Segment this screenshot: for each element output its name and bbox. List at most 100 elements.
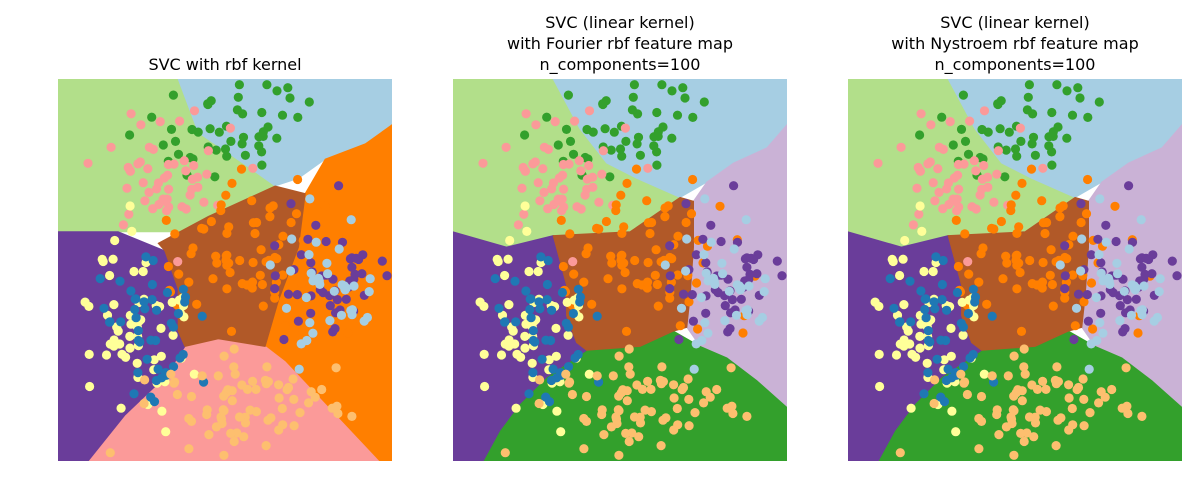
data-point-bottom [219, 351, 229, 361]
data-point-center [1027, 279, 1037, 289]
data-point-bottom [726, 363, 736, 373]
data-point-top [205, 124, 215, 134]
data-point-bottom [625, 369, 635, 379]
data-point-top [258, 127, 268, 137]
data-point-upper-left [965, 116, 975, 126]
data-point-right-light [323, 269, 333, 279]
data-point-lower-left [957, 297, 967, 307]
data-point-left [919, 389, 929, 399]
data-point-bottom [678, 382, 689, 393]
data-point-center [227, 178, 237, 188]
data-point-upper-left [983, 172, 993, 182]
data-point-bottom [669, 425, 679, 435]
data-point-center [222, 250, 232, 260]
data-point-bottom [242, 384, 253, 394]
data-point-upper-left [136, 120, 146, 130]
data-point-right-light [744, 281, 754, 291]
data-point-right-light [696, 292, 706, 303]
data-point-bottom [1009, 391, 1019, 401]
data-point-upper-left [908, 220, 918, 230]
data-point-upper-left [177, 202, 187, 212]
data-point-bottom [289, 394, 299, 404]
data-point-right [716, 236, 726, 247]
data-point-upper-left [948, 194, 958, 204]
data-point-left [536, 252, 546, 262]
data-point-right-light [691, 339, 701, 349]
data-point-right [1083, 316, 1093, 326]
data-point-right [306, 308, 316, 318]
data-point-lower-left [875, 381, 885, 392]
data-point-upper-left [547, 184, 557, 194]
data-point-upper-left [518, 162, 528, 173]
data-point-center [632, 279, 642, 289]
data-point-lower-left [584, 369, 594, 379]
data-point-right [688, 316, 698, 326]
panel-title: SVC with rbf kernel [15, 54, 435, 75]
data-point-center [250, 228, 260, 239]
data-point-left [965, 353, 975, 363]
data-point-center [630, 255, 640, 266]
data-point-center [257, 279, 267, 290]
data-point-right [292, 290, 302, 300]
data-point-bottom [690, 408, 700, 418]
data-point-right [665, 241, 675, 251]
data-point-upper-left [143, 164, 153, 174]
data-point-right-light [313, 273, 324, 283]
data-point-right-light [1096, 268, 1106, 278]
data-point-center [673, 270, 683, 280]
data-point-upper-left [557, 206, 567, 216]
data-point-bottom [1024, 412, 1035, 422]
data-point-center [592, 223, 602, 233]
data-point-upper-left [155, 117, 165, 127]
data-point-top [170, 136, 181, 146]
data-point-bottom [317, 384, 327, 395]
data-point-center [1086, 278, 1097, 288]
data-point-right-light [1095, 194, 1105, 204]
data-point-bottom [727, 401, 737, 411]
data-point-left [936, 335, 946, 345]
data-point-right [1060, 271, 1070, 281]
data-point-upper-left [559, 184, 569, 194]
data-point-lower-left [480, 381, 490, 392]
data-point-top [1044, 141, 1054, 151]
data-point-left [939, 397, 950, 407]
data-point-right [1167, 256, 1177, 266]
data-point-bottom [1067, 403, 1077, 414]
data-point-left [541, 335, 551, 345]
data-point-center [296, 278, 307, 288]
data-point-upper-left [203, 146, 213, 156]
data-point-left [152, 305, 162, 315]
data-point-bottom [994, 430, 1004, 440]
data-point-center [248, 218, 258, 228]
data-point-center [621, 326, 632, 336]
data-point-right-light [1076, 266, 1086, 276]
data-point-center [651, 245, 661, 255]
data-point-bottom [699, 398, 709, 408]
data-point-lower-left [928, 266, 938, 277]
data-point-upper-left [992, 169, 1002, 179]
data-point-bottom [248, 376, 258, 386]
data-point-right [1060, 284, 1070, 294]
data-point-upper-left [189, 160, 199, 171]
data-point-right-light [681, 266, 691, 276]
data-point-bottom [1041, 384, 1051, 394]
data-point-top [1001, 145, 1011, 155]
data-point-lower-left [157, 406, 167, 416]
data-point-right-light [336, 310, 347, 320]
data-point-right [1140, 269, 1150, 279]
data-point-top [582, 124, 592, 135]
data-point-right-light [304, 250, 314, 260]
data-point-top [232, 105, 242, 115]
title-line: SVC with rbf kernel [148, 55, 302, 74]
data-point-bottom [956, 369, 966, 379]
data-point-upper-left [202, 169, 212, 179]
title-line: with Nystroem rbf feature map [891, 34, 1139, 53]
data-point-right-light [1115, 316, 1125, 326]
data-point-center [1058, 201, 1068, 211]
data-point-bottom [197, 371, 207, 381]
data-point-center [663, 201, 673, 211]
data-point-right-light [1095, 318, 1105, 328]
data-point-center [212, 258, 222, 268]
data-point-center [1038, 257, 1048, 268]
data-point-lower-left [533, 266, 543, 277]
